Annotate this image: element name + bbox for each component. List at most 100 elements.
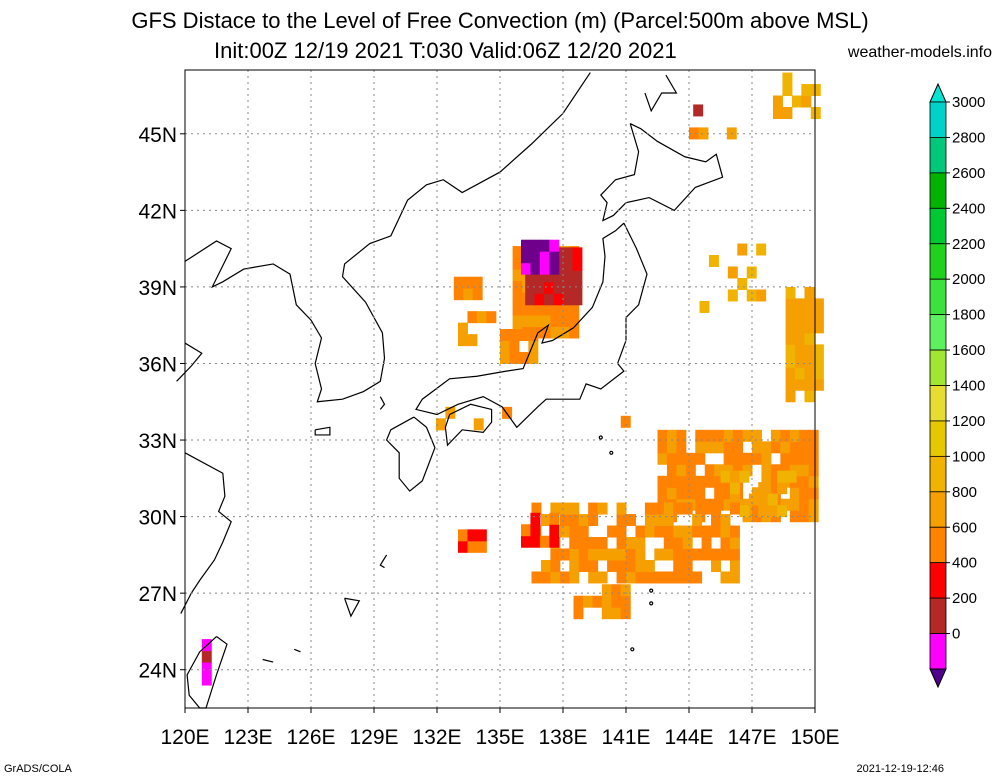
field-cell (616, 548, 627, 561)
field-cell (616, 514, 627, 527)
colorbar-segment (929, 349, 947, 386)
field-cell (476, 529, 487, 542)
field-cell (782, 107, 793, 119)
field-cell (682, 502, 693, 515)
field-cell (720, 548, 731, 561)
lat-tick-label: 36N (138, 353, 177, 376)
field-cell (720, 514, 731, 527)
field-cell (813, 321, 824, 334)
field-cell (550, 303, 561, 316)
field-cell (676, 452, 687, 465)
field-cell (540, 571, 551, 584)
colorbar-label: 2200 (952, 236, 985, 253)
colorbar-segment (929, 526, 947, 564)
field-cell (692, 525, 703, 538)
field-cell (521, 535, 531, 548)
colorbar-segment (929, 172, 947, 209)
field-cell (435, 418, 446, 431)
lat-tick-label: 45N (138, 124, 177, 147)
lat-tick-label: 39N (138, 277, 177, 300)
field-cell (597, 537, 608, 549)
field-cell (657, 429, 668, 442)
field-cell (476, 540, 487, 553)
field-cell (804, 321, 815, 334)
field-cell (201, 650, 212, 663)
field-cell (708, 255, 719, 268)
field-cell (785, 390, 796, 403)
field-cell (695, 452, 706, 465)
field-cell (810, 84, 821, 97)
colorbar-bottom-arrow (929, 668, 947, 689)
coastline-jeju (314, 426, 331, 436)
field-cell (704, 464, 715, 477)
field-cell (808, 464, 819, 477)
field-cell (544, 281, 555, 294)
field-cell (578, 537, 589, 549)
field-cell (780, 429, 791, 442)
field-cell (467, 529, 478, 542)
field-cell (729, 470, 740, 483)
field-cell (673, 502, 684, 515)
field-cell (521, 262, 531, 275)
island-dot (609, 450, 614, 455)
field-cell (534, 293, 545, 306)
coastline-sakhalin (644, 74, 678, 113)
field-cell (578, 548, 589, 561)
colorbar-segment (929, 385, 947, 422)
field-cell (453, 276, 464, 289)
field-cell (512, 303, 523, 316)
colorbar-segment (929, 491, 947, 528)
field-cell (673, 537, 684, 549)
field-cell (654, 571, 665, 584)
field-cell (785, 286, 796, 299)
coastline-tsushima (379, 396, 386, 410)
field-cell (701, 548, 712, 561)
field-cell (563, 293, 573, 306)
lat-tick-label: 30N (138, 507, 177, 530)
field-cell (789, 498, 800, 511)
field-cell (799, 452, 810, 465)
field-cell (458, 322, 468, 335)
field-cell (563, 258, 573, 271)
coastline-china-east (176, 342, 203, 382)
field-cell (644, 502, 655, 515)
field-cell (458, 540, 468, 553)
field-cell (795, 355, 805, 368)
field-cell (540, 303, 551, 316)
field-cell (799, 464, 810, 477)
field-cell (777, 482, 788, 495)
field-cell (789, 510, 800, 523)
field-cell (530, 262, 541, 275)
colorbar-label: 2800 (952, 129, 985, 146)
field-cell (486, 311, 497, 324)
field-cell (588, 571, 599, 584)
field-cell (620, 415, 631, 428)
field-cell (531, 314, 542, 327)
field-cell (559, 525, 570, 538)
field-cell (463, 288, 474, 301)
field-cell (601, 595, 612, 608)
field-cell (782, 72, 793, 85)
field-cell (657, 475, 668, 488)
field-cell (472, 276, 483, 289)
coastline-okinawa (344, 597, 361, 618)
colorbar-segment (929, 207, 947, 245)
field-cell (512, 269, 523, 282)
field-cell (695, 487, 706, 500)
field-cell (676, 441, 687, 454)
field-cell (813, 298, 824, 311)
field-cell (729, 548, 740, 561)
field-cell (692, 548, 703, 561)
field-cell (756, 243, 767, 256)
field-cell (770, 441, 781, 454)
field-cell (539, 251, 550, 264)
field-cell (758, 482, 769, 495)
field-cell (685, 487, 696, 500)
field-cell (676, 475, 687, 488)
colorbar-label: 3000 (952, 94, 985, 111)
colorbar: 3000280026002400220020001800160014001200… (929, 82, 985, 689)
field-cell (467, 540, 478, 553)
field-cell (569, 314, 580, 327)
field-cell (539, 262, 550, 275)
field-cell (761, 475, 772, 488)
